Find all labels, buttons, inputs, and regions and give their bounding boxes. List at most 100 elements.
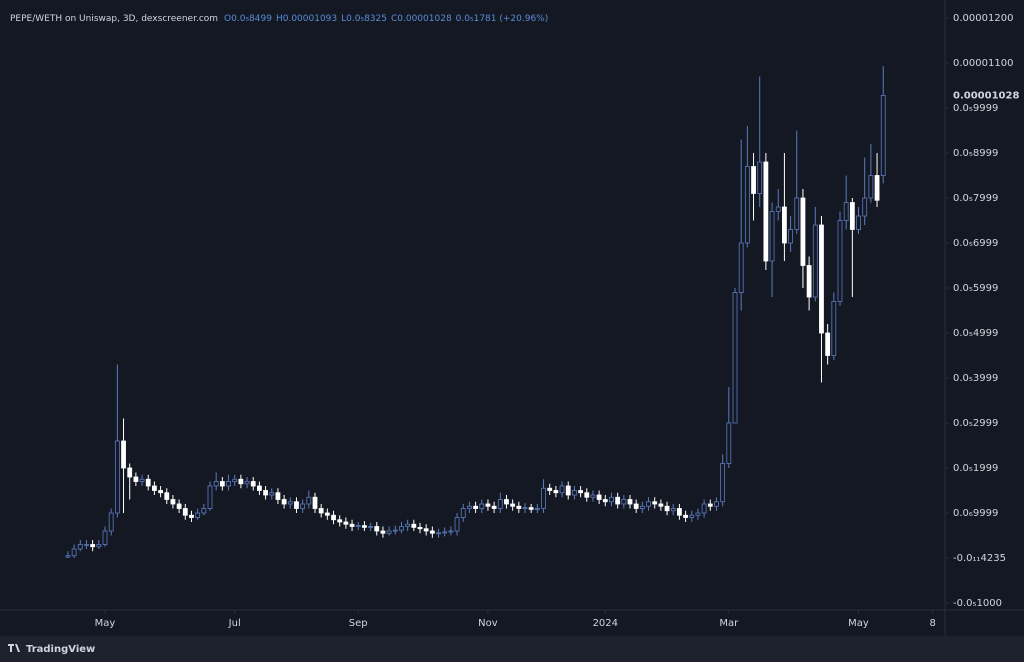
candle-body — [806, 265, 812, 298]
ohlc-value: O0.0₅8499 — [224, 14, 272, 24]
candle-body — [565, 485, 571, 496]
candle-body — [837, 220, 843, 302]
y-tick-label: 0.0₆9999 — [953, 508, 998, 519]
candle-body — [491, 505, 497, 509]
candle-body — [874, 175, 880, 201]
y-tick-label: 0.0₅7999 — [953, 193, 998, 204]
x-tick-label: 2024 — [593, 618, 618, 629]
candle-body — [602, 499, 608, 503]
candle-body — [843, 202, 849, 221]
candle-body — [541, 487, 546, 509]
y-tick-label: 0.0₅5999 — [953, 283, 998, 294]
logo-icon — [8, 644, 20, 652]
candle-body — [392, 529, 398, 532]
candle-body — [794, 197, 800, 230]
ohlc-value: H0.00001093 — [276, 14, 337, 24]
candle-body — [547, 487, 553, 491]
candle-body — [423, 528, 429, 532]
candle-body — [763, 161, 769, 262]
candle-body — [473, 505, 478, 509]
candle-body — [343, 521, 349, 525]
candle-body — [516, 505, 522, 509]
candle-body — [170, 499, 176, 505]
candle-body — [485, 503, 491, 507]
candle-body — [380, 530, 386, 534]
y-tick-label: 0.0₅6999 — [953, 238, 998, 249]
candle-body — [152, 485, 157, 491]
candle-body — [615, 496, 621, 505]
last-price-label: 0.00001028 — [953, 90, 1019, 101]
candle-body — [701, 503, 707, 514]
candle-body — [300, 503, 306, 509]
candle-body — [683, 514, 688, 518]
candle-body — [646, 501, 651, 507]
candle-body — [195, 512, 201, 518]
y-tick-label: 0.00001100 — [953, 58, 1013, 69]
candle-body — [714, 501, 719, 507]
candle-body — [670, 508, 676, 512]
candle-body — [572, 490, 577, 496]
candle-body — [695, 512, 701, 516]
candle-body — [429, 530, 435, 534]
candle-body — [386, 530, 392, 534]
candle-body — [800, 197, 806, 266]
candle-body — [584, 492, 590, 498]
candle-body — [677, 508, 682, 516]
x-tick-label: Sep — [349, 618, 368, 629]
candle-body — [263, 490, 268, 496]
candle-body — [226, 481, 231, 487]
candle-body — [744, 166, 750, 244]
candle-body — [405, 523, 411, 527]
candle-body — [219, 481, 225, 487]
candle-body — [368, 526, 373, 528]
candle-body — [528, 507, 534, 510]
candle-body — [819, 224, 824, 334]
candle-body — [609, 496, 614, 503]
candle-body — [349, 523, 355, 527]
candle-body — [868, 175, 874, 199]
candle-body — [504, 499, 509, 505]
candle-body — [306, 496, 312, 505]
candle-body — [627, 499, 633, 505]
candle-body — [633, 503, 639, 509]
candle-body — [65, 555, 71, 558]
candle-body — [275, 492, 281, 500]
candle-body — [652, 501, 658, 505]
candle-body — [707, 503, 713, 507]
y-tick-label: 0.0₅8999 — [953, 148, 998, 159]
x-tick-label: May — [848, 618, 869, 629]
candle-body — [825, 332, 831, 356]
candle-body — [658, 503, 664, 507]
candle-body — [182, 508, 188, 516]
candle-body — [281, 499, 287, 505]
candle-body — [176, 503, 182, 509]
candle-body — [145, 478, 151, 487]
candle-body — [553, 490, 559, 494]
candle-body — [133, 476, 139, 482]
candle-body — [164, 492, 170, 500]
candle-body — [467, 505, 472, 509]
candle-body — [102, 530, 108, 545]
candle-body — [189, 514, 194, 518]
candle-body — [213, 481, 219, 487]
candle-body — [436, 532, 441, 535]
candle-body — [324, 512, 330, 516]
candle-body — [621, 499, 627, 505]
candle-body — [244, 481, 250, 485]
chart-title: PEPE/WETH on Uniswap, 3D, dexscreener.co… — [10, 14, 218, 24]
candle-body — [84, 544, 89, 546]
y-tick-label: 0.0₅3999 — [953, 373, 998, 384]
candle-body — [479, 503, 485, 509]
candle-body — [664, 505, 670, 512]
candle-body — [139, 478, 145, 482]
candle-body — [337, 519, 343, 523]
candle-body — [287, 501, 293, 505]
y-tick-label: -0.0₅1000 — [953, 598, 1002, 609]
candle-body — [812, 224, 818, 298]
x-tick-label: 8 — [929, 618, 935, 629]
candle-body — [269, 492, 275, 496]
candle-body — [751, 166, 756, 194]
candle-body — [460, 508, 466, 518]
